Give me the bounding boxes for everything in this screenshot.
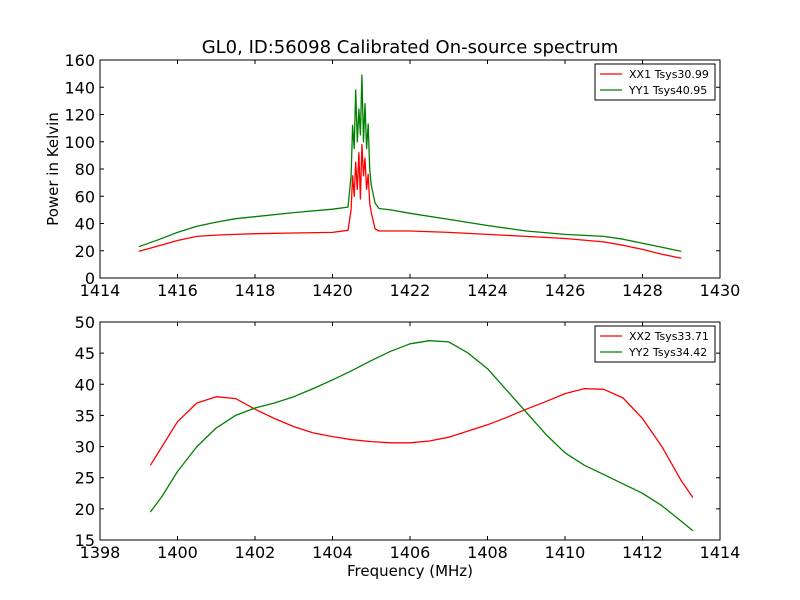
bottom-plot-panel: 1398 1400 1402 1404 1406 1408 1410 1412 1414 15 20…	[75, 313, 741, 580]
bottom-x-tick-label: 1410	[545, 543, 586, 562]
top-series-line-xx1	[138, 143, 682, 259]
top-series-line-yy1	[138, 74, 682, 253]
bottom-y-tick-label: 45	[75, 344, 95, 363]
legend-label-yy2: YY2 Tsys34.42	[628, 346, 707, 359]
bottom-plot-x-axis-label: Frequency (MHz)	[347, 562, 473, 580]
top-x-tick-label: 1422	[390, 281, 431, 300]
legend-label-xx2: XX2 Tsys33.71	[629, 330, 709, 343]
bottom-series-line-xx2	[149, 387, 694, 498]
legend-label-yy1: YY1 Tsys40.95	[628, 84, 707, 97]
legend-label-xx1: XX1 Tsys30.99	[629, 68, 709, 81]
top-y-tick-label: 40	[75, 215, 95, 234]
top-y-tick-label: 100	[64, 133, 95, 152]
top-x-tick-label: 1428	[622, 281, 663, 300]
bottom-x-tick-label: 1398	[80, 543, 121, 562]
top-x-tick-label: 1420	[312, 281, 353, 300]
bottom-x-tick-label: 1408	[467, 543, 508, 562]
bottom-plot-series-lines	[149, 340, 694, 532]
bottom-plot-legend: XX2 Tsys33.71 YY2 Tsys34.42	[594, 325, 716, 363]
top-y-tick-label: 0	[85, 269, 95, 288]
bottom-y-tick-label: 50	[75, 313, 95, 332]
top-y-tick-label: 140	[64, 78, 95, 97]
top-x-tick-label: 1414	[80, 281, 121, 300]
bottom-y-tick-label: 20	[75, 500, 95, 519]
top-plot-legend-box	[594, 63, 716, 101]
bottom-plot-legend-box	[594, 325, 716, 363]
top-x-tick-label: 1424	[467, 281, 508, 300]
bottom-x-tick-label: 1400	[157, 543, 198, 562]
bottom-y-tick-label: 40	[75, 375, 95, 394]
chart-title: GL0, ID:56098 Calibrated On-source spect…	[202, 37, 619, 58]
bottom-x-tick-label: 1406	[390, 543, 431, 562]
bottom-x-tick-label: 1404	[312, 543, 353, 562]
top-y-tick-label: 80	[75, 160, 95, 179]
top-x-tick-label: 1426	[545, 281, 586, 300]
top-y-tick-label: 120	[64, 106, 95, 125]
bottom-y-tick-label: 25	[75, 469, 95, 488]
top-plot-legend: XX1 Tsys30.99 YY1 Tsys40.95	[594, 63, 716, 101]
bottom-plot-ticks: 1398 1400 1402 1404 1406 1408 1410 1412 1414 15 20…	[75, 313, 741, 562]
top-y-tick-label: 60	[75, 187, 95, 206]
bottom-y-tick-label: 30	[75, 438, 95, 457]
bottom-series-line-yy2	[149, 340, 694, 532]
bottom-y-tick-label: 15	[75, 531, 95, 550]
top-plot-panel: 1414 1416 1418 1420 1422 1424 1426 1428 1430 0 20 4…	[44, 51, 740, 300]
top-plot-y-axis-label: Power in Kelvin	[44, 112, 62, 226]
top-x-tick-label: 1416	[157, 281, 198, 300]
top-plot-ticks: 1414 1416 1418 1420 1422 1424 1426 1428 1430 0 20 4…	[64, 51, 740, 300]
bottom-x-tick-label: 1412	[622, 543, 663, 562]
top-y-tick-label: 160	[64, 51, 95, 70]
top-y-tick-label: 20	[75, 242, 95, 261]
top-x-tick-label: 1418	[235, 281, 276, 300]
bottom-y-tick-label: 35	[75, 406, 95, 425]
bottom-x-tick-label: 1402	[235, 543, 276, 562]
top-x-tick-label: 1430	[700, 281, 741, 300]
bottom-x-tick-label: 1414	[700, 543, 741, 562]
top-plot-series-lines	[138, 74, 682, 259]
